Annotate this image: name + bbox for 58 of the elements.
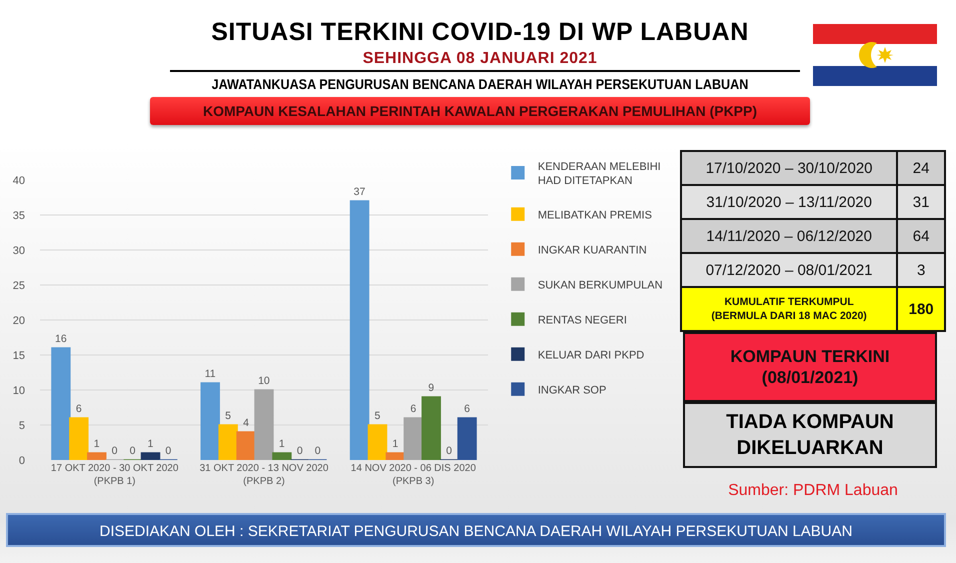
- text: KOMPAUN KESALAHAN PERINTAH KAWALAN PERGERAKAN PEMULIHAN (PKPP): [150, 97, 810, 125]
- y-tick-label: 25: [12, 280, 25, 292]
- data-label: 4: [243, 417, 250, 429]
- data-label: 6: [464, 403, 470, 415]
- data-label: 1: [94, 438, 100, 450]
- data-label: 37: [354, 186, 366, 198]
- legend-label: KENDERAAN MELEBIHI HAD DITETAPKAN: [538, 160, 661, 188]
- data-label: 11: [204, 368, 216, 380]
- data-label: 1: [278, 438, 285, 450]
- legend-label: KELUAR DARI PKPD: [538, 349, 644, 362]
- y-tick-label: 10: [12, 384, 25, 397]
- data-label: 31: [897, 185, 945, 219]
- data-label: 6: [410, 403, 416, 415]
- data-label: 1: [392, 438, 398, 450]
- y-tick-label: 30: [12, 244, 25, 257]
- y-tick-label: 20: [12, 314, 25, 327]
- text: DISEDIAKAN OLEH : SEKRETARIAT PENGURUSAN BENCANA DAERAH WILAYAH PERSEKUTUAN LABUAN: [6, 513, 946, 547]
- text: JAWATANKUASA PENGURUSAN BENCANA DAERAH WILAYAH PERSEKUTUAN LABUAN: [210, 76, 750, 92]
- legend-label: INGKAR KUARANTIN: [538, 244, 647, 256]
- data-label: 0: [314, 445, 321, 457]
- text: TIADA KOMPAUN DIKELUARKAN: [683, 402, 937, 468]
- data-label: 0: [130, 445, 136, 457]
- data-label: 16: [54, 333, 67, 345]
- data-label: 9: [428, 382, 434, 394]
- category-label: KUMULATIF TERKUMPUL (BERMULA DARI 18 MAC 2020): [681, 287, 898, 331]
- legend-label: MELIBATKAN PREMIS: [538, 209, 652, 222]
- x-tick-label: 17 OKT 2020 - 30 OKT 2020 (PKPB 1): [50, 463, 179, 487]
- data-label: 0: [446, 445, 452, 457]
- y-tick-label: 0: [18, 454, 25, 467]
- text: KOMPAUN TERKINI (08/01/2021): [683, 332, 937, 402]
- x-tick-label: 14 NOV 2020 - 06 DIS 2020 (PKPB 3): [350, 463, 476, 487]
- data-label: 5: [225, 410, 232, 422]
- x-tick-label: 31 OKT 2020 - 13 NOV 2020 (PKPB 2): [200, 463, 329, 487]
- data-label: 1: [148, 438, 154, 450]
- data-label: 64: [897, 219, 945, 253]
- legend-label: INGKAR SOP: [538, 384, 606, 396]
- data-label: 0: [296, 445, 303, 457]
- data-label: 180: [897, 287, 945, 331]
- category-label: 17/10/2020 – 30/10/2020: [681, 151, 898, 185]
- data-label: 24: [897, 151, 945, 185]
- data-label: 10: [258, 375, 270, 387]
- y-tick-label: 5: [18, 420, 25, 432]
- data-label: 3: [897, 253, 945, 287]
- data-label: 5: [374, 410, 380, 422]
- chart-title: SITUASI TERKINI COVID-19 DI WP LABUAN: [210, 18, 750, 47]
- data-label: 0: [112, 445, 118, 457]
- category-label: 07/12/2020 – 08/01/2021: [681, 253, 898, 287]
- y-tick-label: 35: [12, 210, 25, 222]
- y-tick-label: 40: [12, 174, 25, 187]
- category-label: 31/10/2020 – 13/11/2020: [681, 185, 898, 219]
- legend-label: RENTAS NEGERI: [538, 314, 627, 326]
- category-label: 14/11/2020 – 06/12/2020: [681, 219, 898, 253]
- legend-label: SUKAN BERKUMPULAN: [538, 279, 663, 292]
- data-label: 6: [76, 403, 82, 415]
- y-tick-label: 15: [12, 350, 25, 362]
- chart-subtitle: SEHINGGA 08 JANUARI 2021: [362, 50, 598, 68]
- text: Sumber: PDRM Labuan: [727, 482, 899, 500]
- data-label: 0: [165, 445, 172, 457]
